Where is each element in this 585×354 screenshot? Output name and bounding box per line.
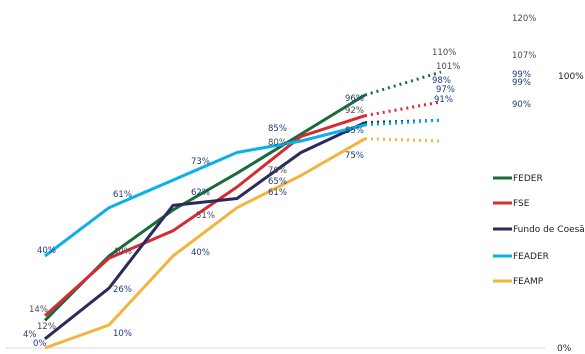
data-label-fse: 51% bbox=[196, 211, 215, 221]
legend-item-fundo-de-coesao: Fundo de Coesão bbox=[493, 225, 585, 235]
legend-label: FEADER bbox=[513, 252, 549, 262]
legend-label: FSE bbox=[513, 199, 530, 209]
data-label-fse: 107% bbox=[512, 51, 536, 61]
legend-label: FEDER bbox=[513, 174, 543, 184]
data-label-fundo-de-coesao: 26% bbox=[113, 285, 132, 295]
data-label-fundo-de-coesao: 65% bbox=[268, 177, 287, 187]
data-label-feamp: 91% bbox=[434, 95, 453, 105]
data-label-fundo-de-coesao: 98% bbox=[432, 76, 451, 86]
data-label-feader: 61% bbox=[113, 190, 132, 200]
data-label-feader: 97% bbox=[436, 85, 455, 95]
data-label-fse: 80% bbox=[268, 138, 287, 148]
data-label-fundo-de-coesao: 4% bbox=[23, 330, 37, 340]
legend-label: Fundo de Coesão bbox=[513, 225, 585, 235]
legend-item-fse: FSE bbox=[493, 199, 530, 209]
data-label-feamp: 10% bbox=[113, 329, 132, 339]
data-label-feader: 85% bbox=[268, 124, 287, 134]
data-label-feader: 73% bbox=[191, 157, 210, 167]
legend: FEDER FSE Fundo de Coesão FEADER FEAMP bbox=[493, 174, 585, 287]
series-projection-fundo-de-coesao bbox=[364, 118, 442, 125]
legend-item-feader: FEADER bbox=[493, 252, 549, 262]
data-label-fundo-de-coesao: 62% bbox=[191, 188, 210, 198]
series-layer bbox=[43, 70, 442, 350]
data-label-feader: 40% bbox=[37, 246, 56, 256]
series-projection-feamp bbox=[364, 137, 442, 143]
data-label-fse: 40% bbox=[113, 247, 132, 257]
data-label-feamp: 61% bbox=[268, 188, 287, 198]
data-label-feder: 12% bbox=[37, 322, 56, 332]
data-label-feamp: 0% bbox=[33, 339, 47, 349]
data-label-feder: 110% bbox=[432, 48, 456, 58]
data-label-feder: 120% bbox=[512, 14, 536, 24]
series-projection-feder bbox=[364, 70, 442, 97]
series-line-feader bbox=[44, 123, 366, 258]
data-label-feamp: 75% bbox=[345, 151, 364, 161]
data-label-extra: 70% bbox=[268, 166, 287, 176]
legend-label: FEAMP bbox=[513, 277, 544, 287]
data-label-fundo-de-coesao: 85% bbox=[345, 126, 364, 136]
data-label-fse: 14% bbox=[29, 305, 48, 315]
data-label-layer: 12% 110% 120% 14% 40% 51% 80% 92% 101% 107% 4% 26% 6… bbox=[23, 14, 536, 349]
data-label-feader: 96% bbox=[345, 94, 364, 104]
data-label-feamp: 40% bbox=[191, 248, 210, 258]
data-label-fundo-de-coesao: 99% bbox=[512, 78, 531, 88]
y-axis-label-bottom: 0% bbox=[557, 344, 572, 354]
data-label-fse: 92% bbox=[345, 106, 364, 116]
series-projection-fse bbox=[364, 100, 442, 118]
legend-item-feder: FEDER bbox=[493, 174, 543, 184]
series-line-fse bbox=[43, 114, 366, 317]
series-line-feamp bbox=[44, 137, 366, 350]
data-label-feader: 99% bbox=[512, 70, 531, 80]
series-projection-feader bbox=[364, 118, 442, 127]
legend-item-feamp: FEAMP bbox=[493, 277, 544, 287]
data-label-fse: 101% bbox=[436, 62, 460, 72]
y-axis-label-top: 100% bbox=[558, 72, 584, 82]
data-label-feamp: 90% bbox=[512, 100, 531, 110]
series-line-fundo-de-coesao bbox=[44, 121, 366, 340]
